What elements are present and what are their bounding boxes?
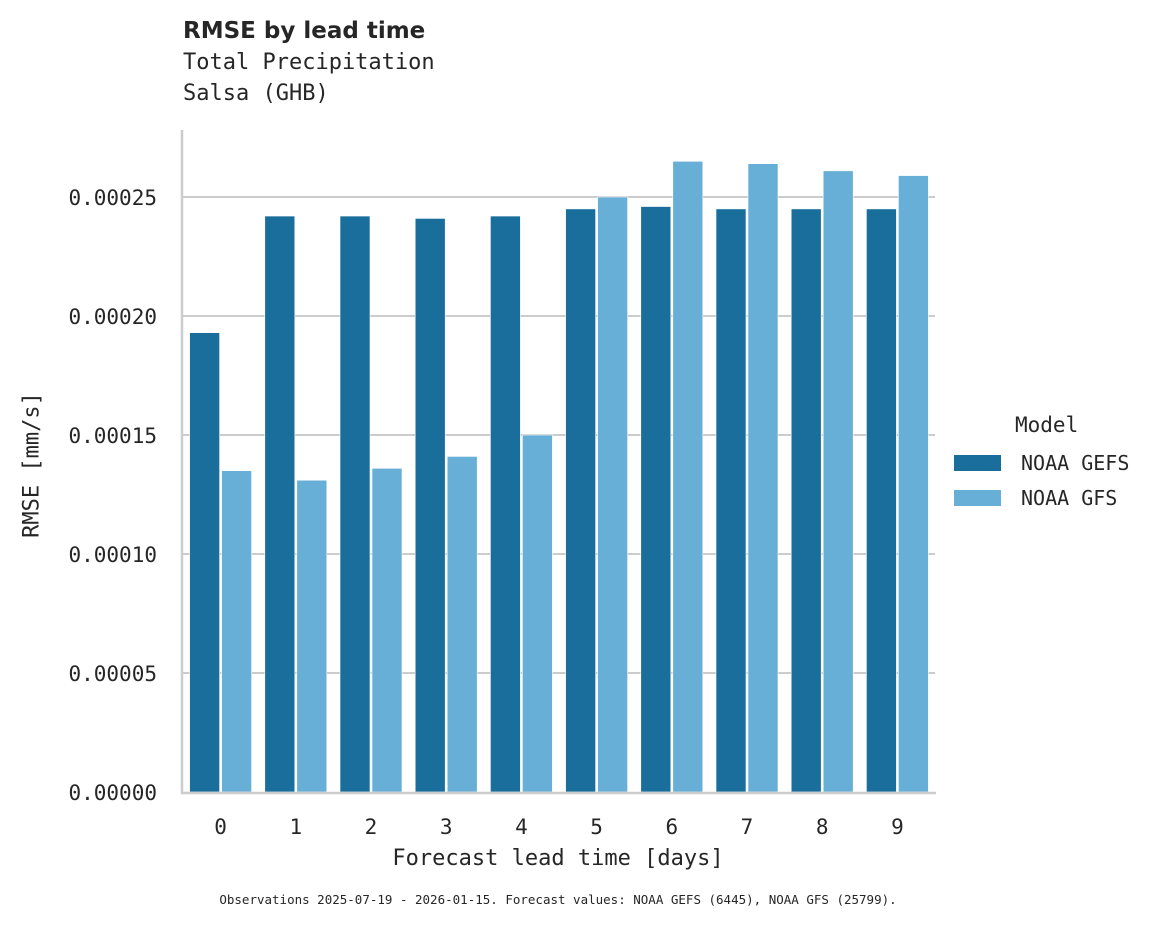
bar-noaa-gefs-7 [715,208,747,793]
x-tick-label: 4 [515,815,528,839]
legend-swatch-gfs [954,490,1001,506]
legend-item-gefs: NOAA GEFS [954,451,1129,475]
bar-noaa-gefs-8 [790,208,822,793]
x-tick-label: 0 [214,815,227,839]
bar-noaa-gefs-0 [189,332,220,793]
x-tick-label: 7 [741,815,754,839]
x-axis-label: Forecast lead time [days] [392,846,724,871]
x-tick-label: 3 [440,815,453,839]
legend-title: Model [1015,413,1079,437]
bar-noaa-gefs-5 [565,208,596,793]
bar-noaa-gfs-8 [822,170,854,793]
bar-noaa-gfs-6 [672,161,704,793]
legend-label: NOAA GFS [1021,486,1118,510]
x-tick-label: 2 [365,815,378,839]
y-tick-label: 0.00005 [68,662,157,686]
bar-noaa-gfs-5 [597,196,628,793]
x-tick-label: 9 [891,815,904,839]
bar-noaa-gfs-1 [296,479,328,793]
bar-noaa-gfs-0 [221,470,252,793]
legend-item-gfs: NOAA GFS [954,486,1117,510]
y-tick-label: 0.00010 [68,543,157,567]
x-tick-label: 8 [816,815,829,839]
bar-noaa-gefs-3 [414,218,446,793]
bar-noaa-gefs-9 [866,208,897,793]
y-axis-label: RMSE [mm/s] [19,392,45,538]
bars [189,161,929,793]
chart-subtitle-location: Salsa (GHB) [183,81,329,106]
bar-noaa-gefs-2 [339,215,371,793]
y-tick-label: 0.00020 [68,305,157,329]
bar-noaa-gfs-3 [446,456,478,793]
chart-subtitle-variable: Total Precipitation [183,50,435,75]
bar-noaa-gfs-4 [522,434,553,793]
y-tick-label: 0.00015 [68,424,157,448]
x-tick-label: 6 [665,815,678,839]
bar-noaa-gefs-4 [490,215,521,793]
bar-noaa-gfs-7 [747,163,779,793]
bar-noaa-gefs-1 [264,215,296,793]
axes [180,130,936,795]
x-tick-label: 1 [289,815,302,839]
x-tick-label: 5 [590,815,603,839]
y-tick-label: 0.00000 [68,781,157,805]
bar-noaa-gefs-6 [640,206,672,793]
legend-label: NOAA GEFS [1021,451,1130,475]
tick-labels: 0.00000 0.00005 0.00010 0.00015 0.00020 0.000… [68,186,903,839]
bar-noaa-gfs-2 [371,468,403,793]
chart-title: RMSE by lead time [183,18,426,44]
y-tick-label: 0.00025 [68,186,157,210]
bar-noaa-gfs-9 [898,175,929,793]
footnote: Observations 2025-07-19 - 2026-01-15. Fo… [219,892,897,907]
legend-swatch-gefs [954,455,1001,471]
gridlines [183,196,935,674]
